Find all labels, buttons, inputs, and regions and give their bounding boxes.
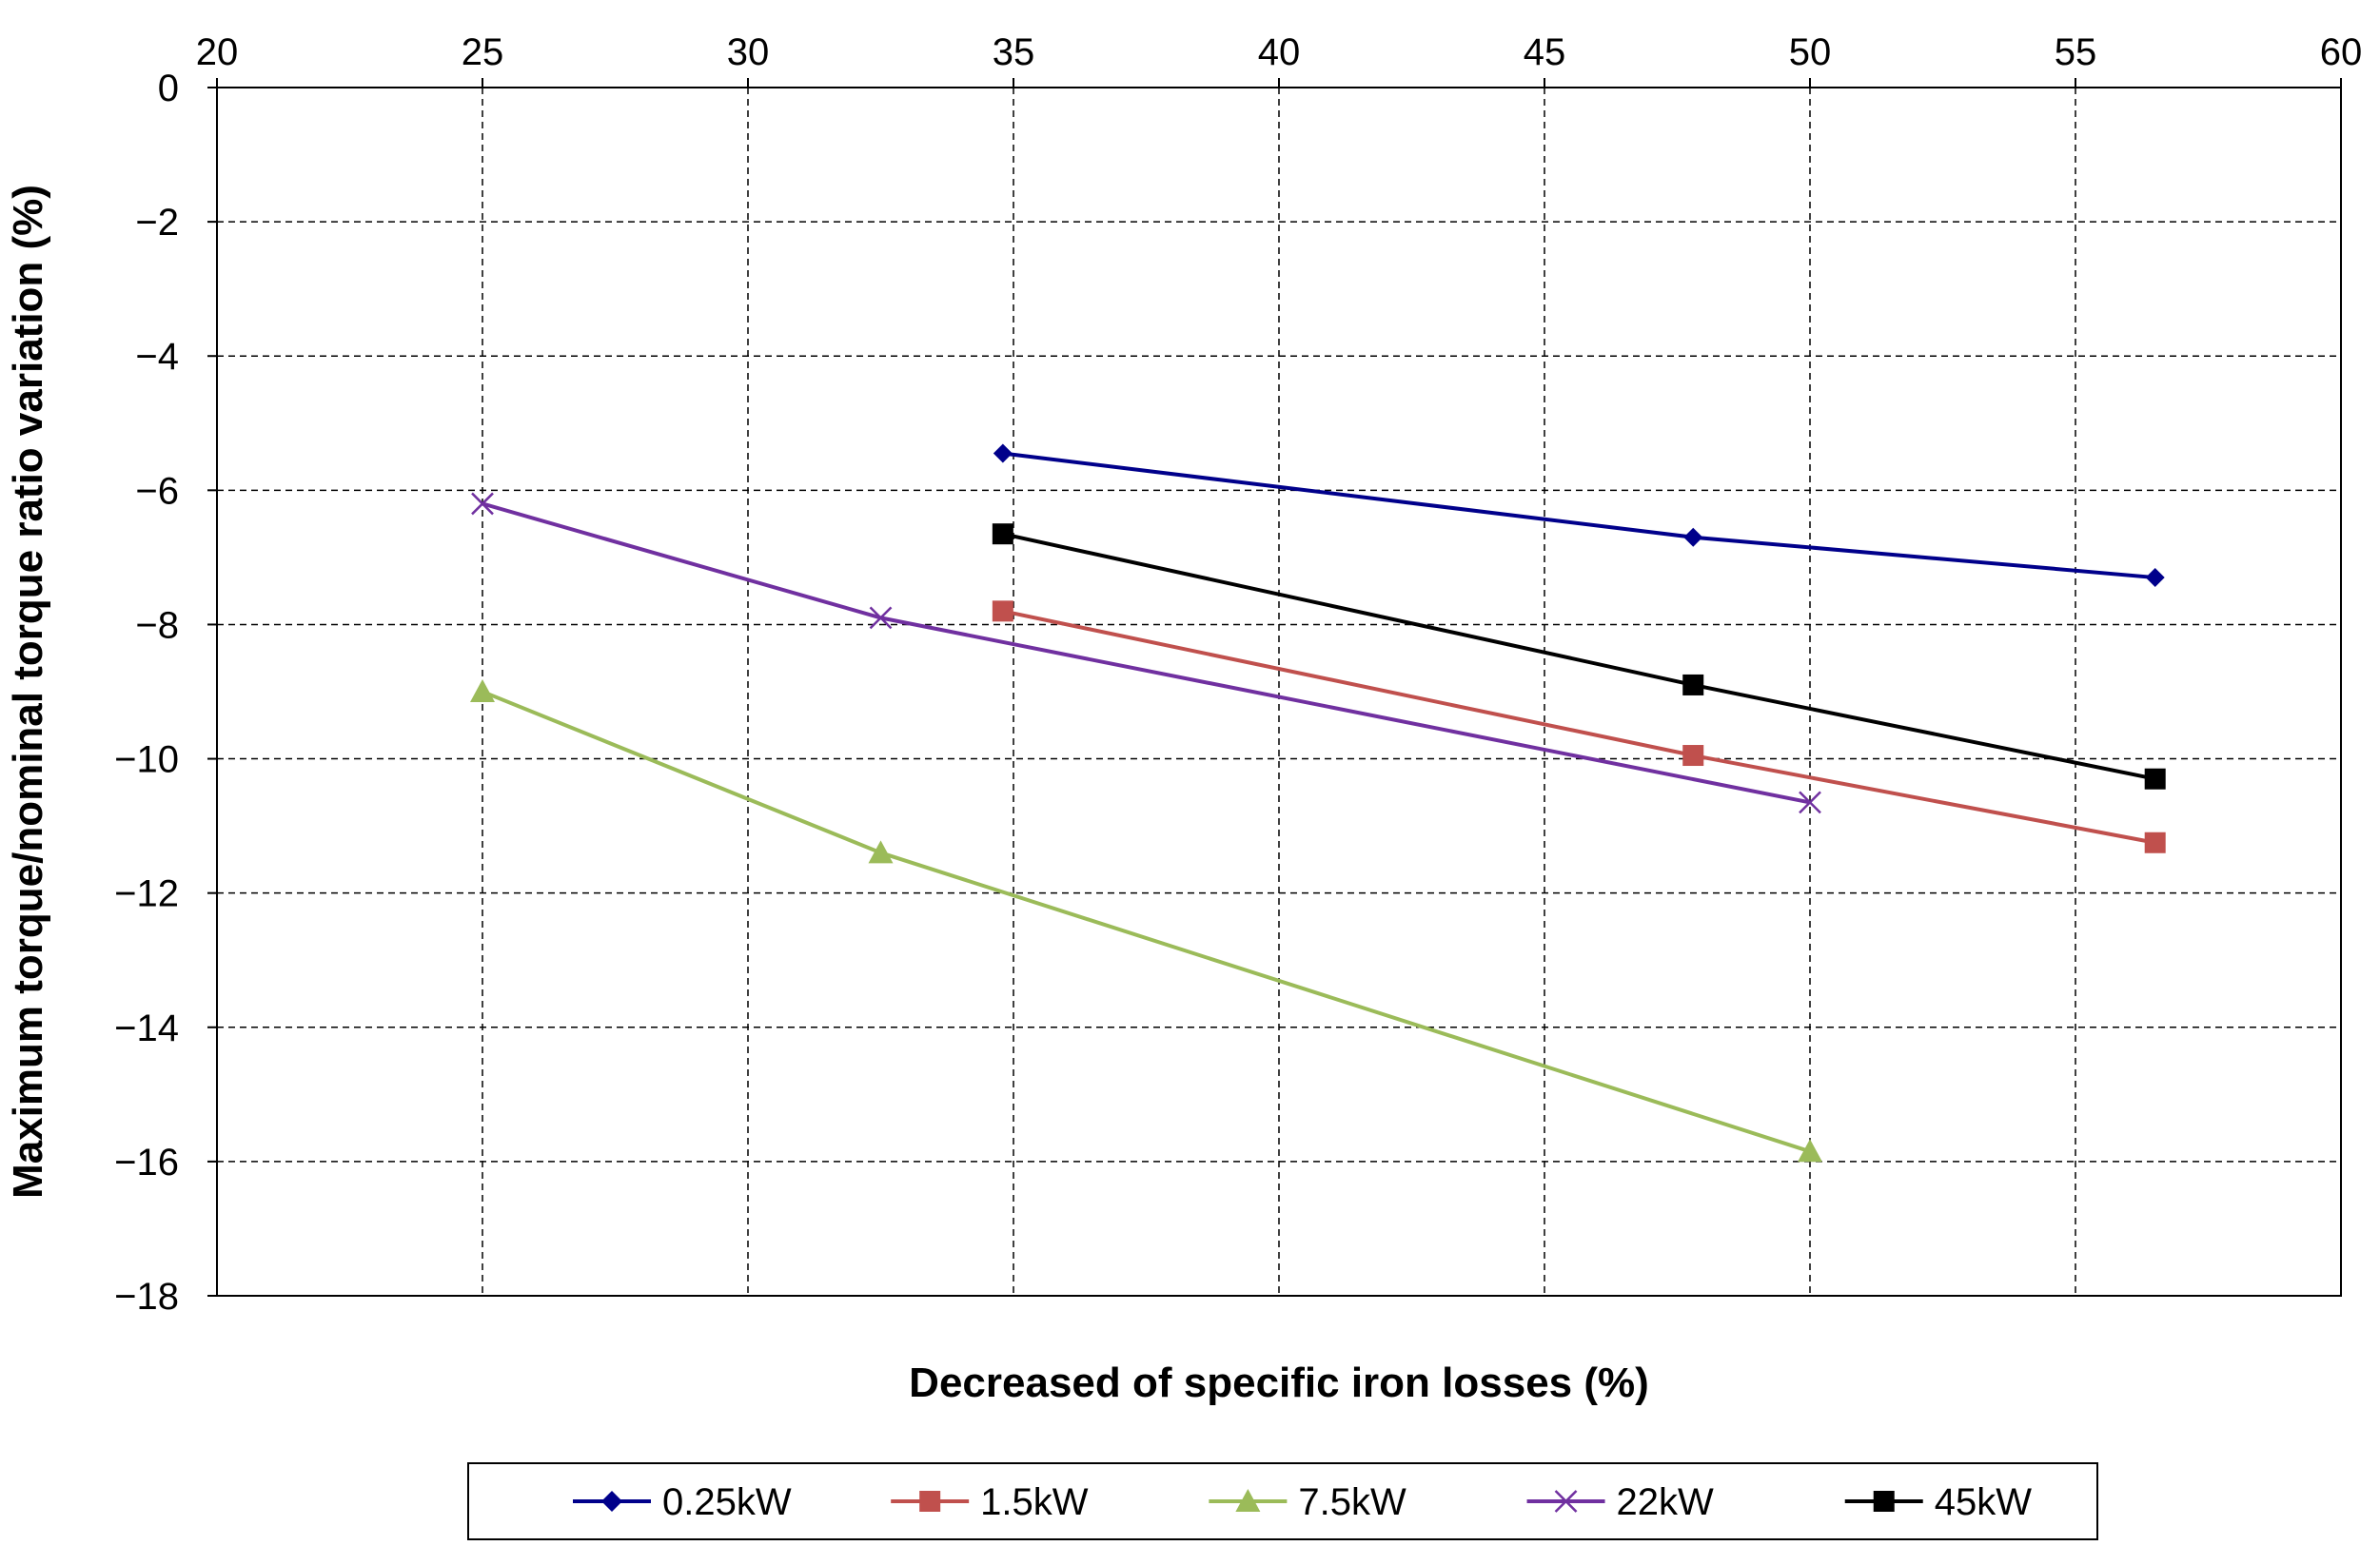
legend-label: 45kW [1935,1481,2032,1523]
data-point-diamond [1683,527,1703,547]
gridlines [217,88,2341,1296]
data-point-square [1682,745,1704,767]
legend-label: 7.5kW [1298,1481,1406,1523]
y-tick-label: −8 [135,604,179,646]
data-point-triangle [1798,1139,1822,1163]
series-45kW [992,523,2166,790]
data-point-triangle [868,840,894,864]
x-tick-label: 45 [1524,31,1566,73]
series-line [1002,532,2156,781]
data-point-square [2144,768,2166,790]
data-point-square [992,523,1013,545]
series-0.25kW [993,443,2165,588]
y-tick-label: −12 [114,873,179,915]
series-layer [470,443,2166,1163]
data-point-square [1682,674,1704,695]
data-point-diamond [2145,568,2165,588]
legend-item: 45kW [1844,1481,2032,1523]
series-line [482,690,1811,1154]
y-tick-label: −6 [135,470,179,512]
x-tick-label: 55 [2055,31,2097,73]
y-axis-title: Maximum torque/nominal torque ratio vari… [5,185,51,1199]
legend-label: 0.25kW [662,1481,792,1523]
x-axis-title: Decreased of specific iron losses (%) [909,1360,1649,1406]
data-point-triangle [470,679,495,702]
data-point-diamond [993,443,1013,463]
series-1.5kW [992,600,2166,853]
legend-item: 22kW [1526,1481,1714,1523]
legend-item: 1.5kW [891,1481,1089,1523]
data-point-x [1799,791,1821,814]
x-tick-label: 25 [462,31,504,73]
legend-label: 22kW [1617,1481,1714,1523]
data-point-square [919,1491,941,1512]
data-point-square [2144,832,2166,853]
y-tick-label: −10 [114,739,179,781]
y-tick-label: 0 [158,68,179,109]
data-point-square [992,600,1013,622]
series-22kW [471,492,1821,814]
data-point-x [1554,1490,1578,1513]
data-point-x-stroke [1554,1490,1578,1513]
data-point-x [869,606,893,630]
legend-item: 0.25kW [573,1481,792,1523]
data-point-triangle [1235,1489,1261,1512]
data-point-x-stroke [869,606,893,630]
y-tick-label: −14 [114,1008,179,1049]
x-tick-label: 40 [1258,31,1301,73]
x-tick-label: 35 [993,31,1035,73]
legend-label: 1.5kW [980,1481,1089,1523]
x-tick-label: 50 [1789,31,1832,73]
y-tick-label: −16 [114,1142,179,1184]
x-tick-label: 20 [196,31,239,73]
data-point-x-stroke [1799,791,1821,814]
series-7.5kW [470,679,1822,1163]
series-line [1002,451,2155,580]
legend: 0.25kW 1.5kW 7.5kW 22kW 45kW [467,1462,2098,1540]
series-line [482,501,1811,805]
x-tick-label: 30 [727,31,770,73]
data-point-x-stroke [471,492,494,516]
y-axis: 0 −2 −4 −6 −8 −10 −12 −14 −16 −18 [114,68,217,1318]
series-line [1002,609,2156,845]
data-point-x [471,492,494,516]
plot-area [216,87,2342,1297]
legend-item: 7.5kW [1209,1481,1406,1523]
data-point-square [1873,1491,1895,1512]
x-tick-label: 60 [2320,31,2363,73]
y-tick-label: −18 [114,1276,179,1318]
y-tick-label: −2 [135,202,179,244]
x-axis: 20 25 30 35 40 45 50 55 60 [196,31,2363,88]
data-point-diamond [601,1491,622,1512]
y-tick-label: −4 [135,336,179,378]
